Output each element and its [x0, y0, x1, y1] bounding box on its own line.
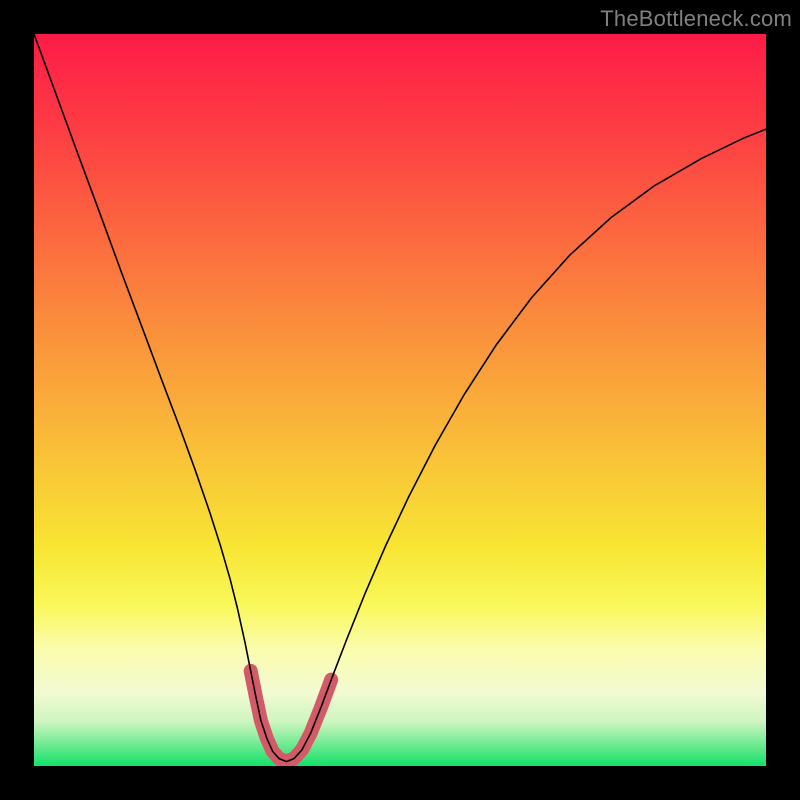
plot-svg	[34, 34, 766, 766]
gradient-background	[34, 34, 766, 766]
gradient-plot	[34, 34, 766, 766]
watermark-text: TheBottleneck.com	[600, 6, 792, 32]
stage: TheBottleneck.com	[0, 0, 800, 800]
